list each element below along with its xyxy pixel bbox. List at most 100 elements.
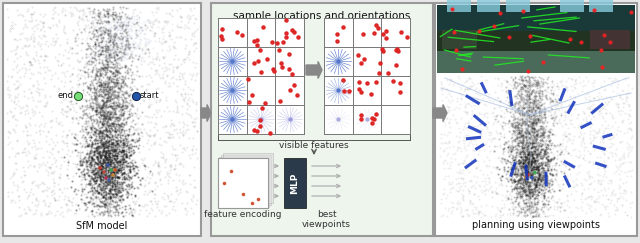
Point <box>155 98 165 102</box>
Point <box>80 24 90 27</box>
Point <box>112 153 122 157</box>
Point <box>108 202 118 206</box>
Point <box>39 20 49 24</box>
Point <box>513 203 524 207</box>
Point <box>605 144 616 148</box>
Point <box>584 98 595 102</box>
Point <box>510 130 520 134</box>
Point <box>116 26 127 30</box>
Point <box>115 58 125 61</box>
Point <box>103 84 113 88</box>
Point <box>523 171 533 175</box>
Point <box>255 124 265 128</box>
Point <box>86 135 96 139</box>
Point <box>75 68 85 72</box>
Point <box>513 159 524 163</box>
Point <box>513 118 523 122</box>
Point <box>73 121 83 125</box>
Point <box>516 187 527 191</box>
Point <box>116 110 126 114</box>
Point <box>333 118 344 122</box>
Point <box>140 40 150 44</box>
Point <box>508 131 518 135</box>
Point <box>106 147 116 151</box>
Point <box>82 61 92 65</box>
Point <box>84 153 94 157</box>
Point <box>95 144 106 148</box>
Point <box>104 40 115 44</box>
Point <box>458 127 468 131</box>
Point <box>503 196 513 200</box>
Point <box>101 127 111 131</box>
Point <box>547 81 557 85</box>
Point <box>119 143 129 147</box>
Point <box>60 13 70 17</box>
Point <box>122 116 132 120</box>
Point <box>120 27 131 31</box>
Point <box>520 170 530 174</box>
Point <box>109 121 120 125</box>
Point <box>121 189 131 193</box>
Point <box>122 131 132 135</box>
Point <box>104 114 114 118</box>
Point <box>154 36 164 40</box>
Point <box>180 46 190 50</box>
Point <box>147 79 157 83</box>
Point <box>104 31 114 35</box>
Point <box>106 162 116 165</box>
Point <box>60 159 70 163</box>
Point <box>108 155 118 159</box>
Point <box>112 175 122 179</box>
Point <box>515 178 525 182</box>
Point <box>511 124 521 128</box>
Point <box>537 167 547 171</box>
Point <box>15 111 25 114</box>
Point <box>620 191 630 194</box>
Point <box>543 171 554 175</box>
Point <box>510 172 520 176</box>
Point <box>509 126 520 130</box>
Point <box>93 83 104 87</box>
Point <box>175 127 185 130</box>
Point <box>93 110 103 114</box>
Point <box>529 181 539 185</box>
Point <box>90 170 100 174</box>
Point <box>76 170 86 174</box>
Point <box>113 91 124 95</box>
Point <box>541 150 552 154</box>
Point <box>531 144 541 148</box>
Point <box>556 150 566 154</box>
Point <box>132 43 142 47</box>
Point <box>541 87 552 91</box>
Point <box>96 97 106 101</box>
Point <box>48 39 58 43</box>
Point <box>535 167 545 171</box>
Point <box>480 123 490 127</box>
Point <box>134 182 145 186</box>
Point <box>26 71 36 75</box>
Point <box>123 66 133 70</box>
Point <box>102 156 112 159</box>
Point <box>118 78 129 81</box>
Point <box>515 129 525 132</box>
Point <box>447 186 457 190</box>
Point <box>109 52 119 55</box>
Point <box>534 111 544 114</box>
Point <box>525 161 536 165</box>
Point <box>534 169 544 173</box>
Point <box>22 194 33 198</box>
Point <box>41 168 51 172</box>
Point <box>108 106 118 110</box>
Point <box>529 79 539 83</box>
Point <box>109 46 119 50</box>
Point <box>58 214 68 217</box>
Point <box>520 113 530 117</box>
Point <box>92 37 102 41</box>
Point <box>575 122 586 126</box>
Point <box>120 42 131 46</box>
Point <box>78 91 88 95</box>
Point <box>102 11 112 15</box>
Point <box>105 117 115 121</box>
Point <box>531 152 541 156</box>
Point <box>89 126 99 130</box>
